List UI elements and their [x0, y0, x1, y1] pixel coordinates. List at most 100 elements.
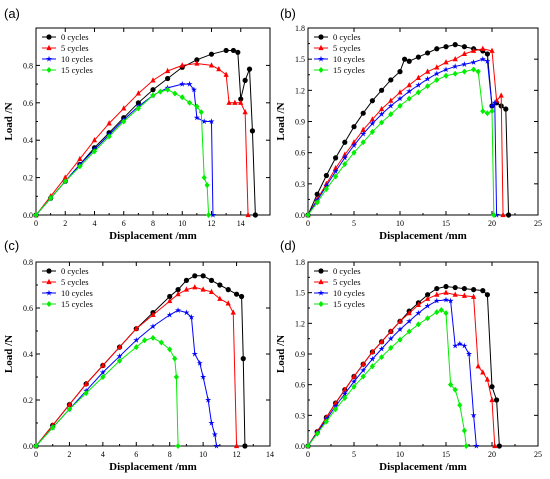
data-point [211, 431, 218, 438]
data-point [157, 88, 163, 95]
data-point [242, 77, 248, 83]
data-point [217, 282, 223, 288]
legend-entry: 10 cycles [61, 54, 93, 64]
y-tick-label: 0.3 [295, 411, 305, 420]
series-line [307, 58, 498, 216]
y-tick-label: 0.0 [295, 442, 305, 451]
data-point [133, 344, 139, 351]
data-point [323, 186, 329, 193]
legend-entry: 0 cycles [61, 266, 89, 276]
data-point [351, 373, 357, 379]
data-point [223, 71, 229, 77]
data-point [492, 442, 498, 449]
data-point [158, 339, 164, 346]
x-tick-label: 25 [534, 450, 542, 459]
data-point [456, 340, 463, 347]
data-point [452, 63, 459, 70]
data-point [332, 402, 339, 409]
series-line [35, 337, 179, 447]
data-point [406, 81, 412, 88]
data-point [369, 355, 376, 362]
data-point [200, 373, 207, 380]
data-point [484, 376, 490, 382]
series-line [307, 292, 496, 447]
data-point [471, 293, 477, 299]
data-point [150, 87, 156, 93]
data-point [201, 118, 208, 125]
data-point [194, 103, 200, 110]
data-point [351, 124, 357, 130]
data-point [461, 61, 468, 67]
data-point [305, 443, 311, 449]
data-point [425, 295, 431, 301]
legend-entry: 5 cycles [333, 277, 361, 287]
data-point [443, 44, 449, 50]
data-point [425, 83, 431, 90]
data-point [165, 75, 171, 82]
data-point [193, 114, 200, 121]
data-point [360, 126, 366, 132]
data-point [406, 88, 413, 94]
data-point [443, 59, 449, 65]
data-point [66, 401, 73, 407]
series-line [35, 83, 214, 216]
data-point [305, 212, 311, 218]
data-point [62, 174, 68, 180]
data-point [369, 348, 375, 355]
x-tick-label: 12 [233, 450, 241, 459]
data-point [447, 297, 454, 304]
data-point [323, 182, 330, 189]
data-point [452, 291, 458, 297]
data-point [351, 383, 357, 390]
data-point [378, 345, 385, 352]
legend-entry: 10 cycles [333, 54, 365, 64]
data-point [66, 406, 73, 413]
data-point [208, 51, 215, 57]
data-point [425, 315, 431, 322]
data-point [204, 182, 210, 189]
data-point [480, 45, 486, 51]
x-tick-label: 12 [208, 219, 216, 228]
data-point [463, 443, 469, 449]
data-point [175, 443, 181, 449]
series-5-cycles [33, 284, 240, 449]
data-point [91, 137, 98, 143]
data-point [438, 307, 444, 314]
series-line [35, 49, 256, 216]
data-point [217, 295, 223, 301]
data-point [167, 293, 173, 300]
data-point [77, 155, 83, 161]
data-point [190, 86, 197, 93]
data-point [388, 97, 394, 103]
data-point [121, 118, 127, 125]
x-tick-label: 5 [352, 219, 356, 228]
panel-letter: (a) [4, 6, 20, 21]
legend-marker [46, 268, 52, 274]
data-point [341, 154, 348, 161]
series-line [307, 309, 467, 447]
data-point [415, 74, 421, 80]
data-point [100, 374, 106, 380]
data-point [415, 54, 421, 60]
y-tick-label: 1.2 [295, 86, 305, 95]
data-point [48, 195, 54, 202]
data-point [350, 378, 358, 385]
data-point [480, 108, 486, 115]
data-point [342, 139, 348, 145]
data-point [396, 95, 404, 102]
data-point [491, 212, 497, 218]
y-tick-label: 0.0 [295, 211, 305, 220]
data-point [179, 62, 185, 68]
data-point [238, 99, 244, 105]
data-point [397, 336, 403, 343]
legend-marker [45, 55, 53, 62]
legend-marker [318, 44, 324, 51]
data-point [91, 148, 98, 155]
data-point [150, 334, 156, 341]
data-point [350, 142, 358, 148]
data-point [397, 69, 403, 75]
data-point [116, 343, 123, 350]
data-point [150, 92, 156, 99]
data-point [500, 211, 506, 218]
data-point [387, 335, 394, 342]
